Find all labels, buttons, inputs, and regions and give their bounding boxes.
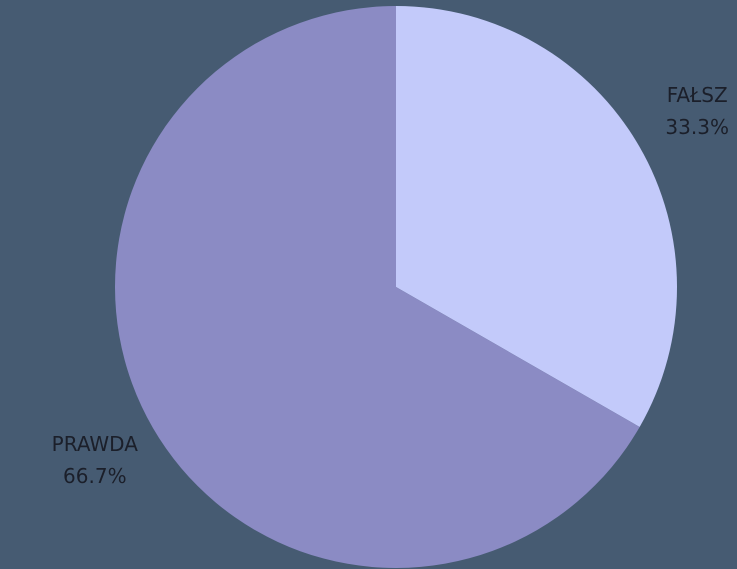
slice-value-label: 33.3% [665,115,729,139]
slice-label: PRAWDA [52,432,139,456]
slice-label: FAŁSZ [667,83,728,107]
pie-slice [396,6,677,427]
slice-value-label: 66.7% [63,464,127,488]
pie-slice [115,6,640,568]
